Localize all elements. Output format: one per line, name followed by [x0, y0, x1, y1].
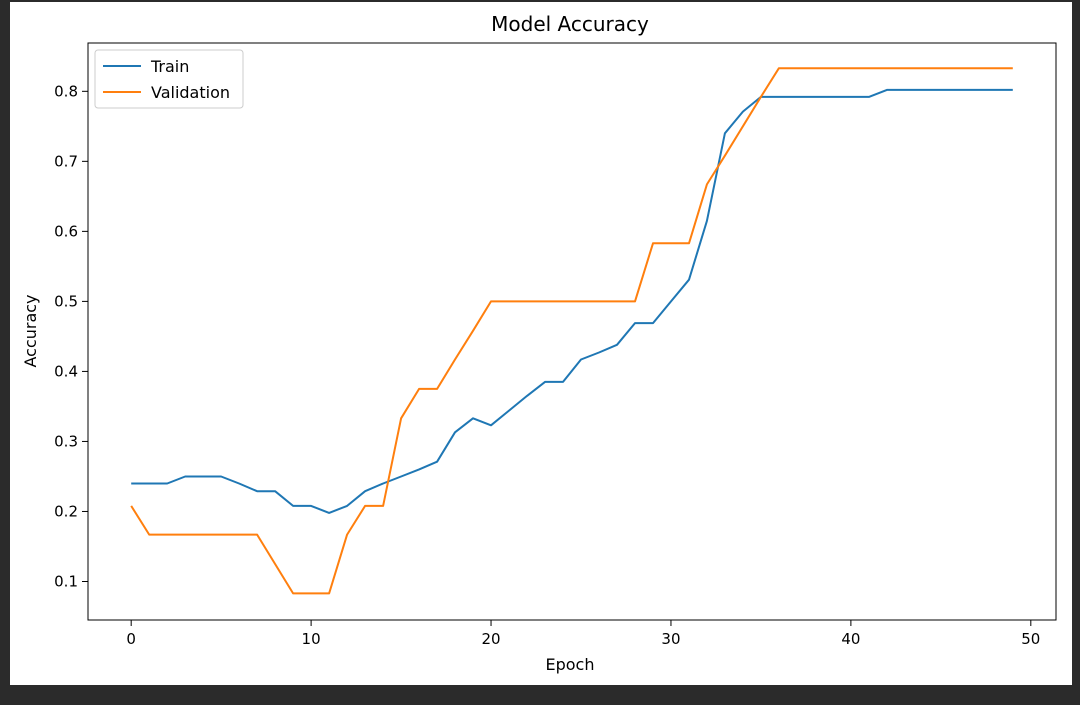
chart-title: Model Accuracy: [491, 12, 649, 36]
y-tick-label: 0.5: [54, 292, 78, 310]
y-tick-label: 0.4: [54, 362, 78, 380]
x-tick-label: 20: [481, 630, 500, 648]
x-tick-label: 50: [1021, 630, 1040, 648]
series-lines: [130, 67, 1013, 595]
legend: Train Validation: [94, 49, 244, 109]
y-axis: 0.1 0.2 0.3 0.4 0.5 0.6 0.7 0.8: [54, 82, 88, 590]
y-tick-label: 0.7: [54, 152, 78, 170]
y-tick-label: 0.2: [54, 502, 78, 520]
legend-box: [94, 49, 244, 109]
y-tick-label: 0.8: [54, 82, 78, 100]
series-line-train: [131, 88, 1013, 514]
x-axis: 0 10 20 30 40 50: [126, 620, 1040, 648]
y-tick-label: 0.6: [54, 222, 78, 240]
x-tick-label: 10: [302, 630, 321, 648]
plot-area: [87, 42, 1057, 621]
x-tick-label: 0: [126, 630, 136, 648]
x-tick-label: 40: [841, 630, 860, 648]
y-tick-label: 0.1: [54, 572, 78, 590]
legend-label-train: Train: [150, 57, 189, 76]
y-axis-label: Accuracy: [21, 294, 40, 367]
legend-label-validation: Validation: [151, 83, 230, 102]
x-axis-label: Epoch: [546, 655, 595, 674]
y-tick-label: 0.3: [54, 432, 78, 450]
x-tick-label: 30: [661, 630, 680, 648]
series-line-validation: [130, 67, 1013, 595]
